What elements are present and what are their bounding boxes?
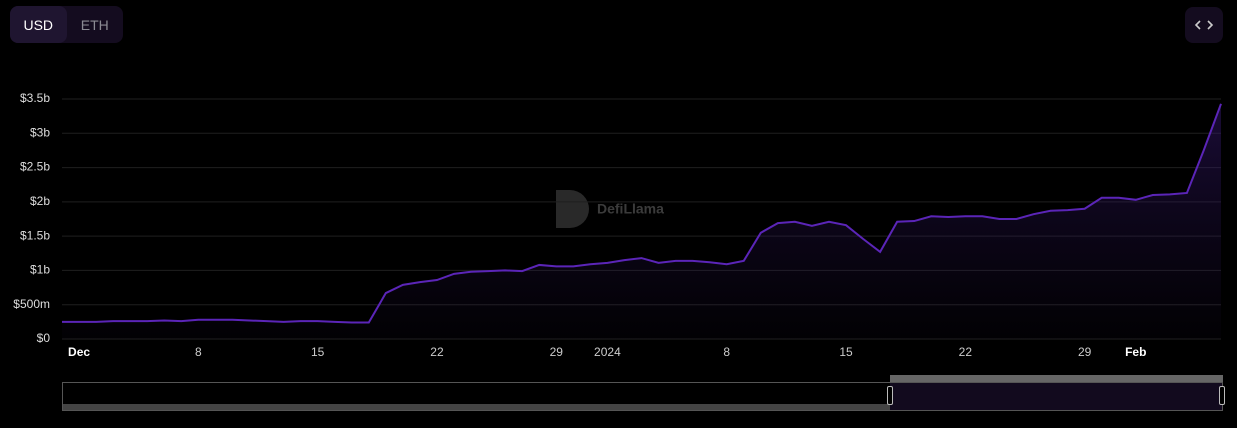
brush-handle[interactable] bbox=[887, 386, 893, 405]
currency-option[interactable]: ETH bbox=[80, 16, 109, 33]
x-tick-label: 22 bbox=[959, 345, 973, 359]
x-tick-label: 15 bbox=[311, 345, 325, 359]
brush-track bbox=[63, 404, 890, 410]
y-tick-label: $1.5b bbox=[20, 228, 50, 242]
range-brush[interactable] bbox=[62, 375, 1225, 411]
currency-option[interactable]: USD bbox=[10, 6, 67, 43]
y-tick-label: $2.5b bbox=[20, 160, 50, 174]
y-tick-label: $500m bbox=[13, 297, 50, 311]
line bbox=[62, 103, 1222, 324]
x-tick-label: Dec bbox=[68, 345, 90, 359]
y-tick-label: $3.5b bbox=[20, 91, 50, 105]
brush-handle[interactable] bbox=[1219, 386, 1225, 405]
y-tick-label: $0 bbox=[37, 331, 51, 345]
x-tick-label: 15 bbox=[839, 345, 853, 359]
embed-button[interactable] bbox=[1185, 7, 1223, 43]
watermark: DefiLlama bbox=[556, 190, 664, 228]
brush-bar[interactable] bbox=[890, 375, 1223, 382]
x-tick-label: 29 bbox=[550, 345, 564, 359]
x-tick-label: Feb bbox=[1125, 345, 1146, 359]
x-tick-label: 29 bbox=[1078, 345, 1092, 359]
embed-icon bbox=[1194, 20, 1214, 30]
x-tick-label: 8 bbox=[195, 345, 202, 359]
x-tick-label: 22 bbox=[430, 345, 444, 359]
brush-selection bbox=[890, 383, 1222, 410]
currency-toggle: USD ETH bbox=[10, 6, 123, 43]
x-tick-label: 2024 bbox=[594, 345, 621, 359]
x-tick-label: 8 bbox=[723, 345, 730, 359]
watermark-text: DefiLlama bbox=[597, 201, 664, 217]
y-tick-label: $2b bbox=[30, 194, 50, 208]
y-tick-label: $3b bbox=[30, 125, 50, 139]
area-fill bbox=[62, 103, 1221, 339]
y-tick-label: $1b bbox=[30, 263, 50, 277]
